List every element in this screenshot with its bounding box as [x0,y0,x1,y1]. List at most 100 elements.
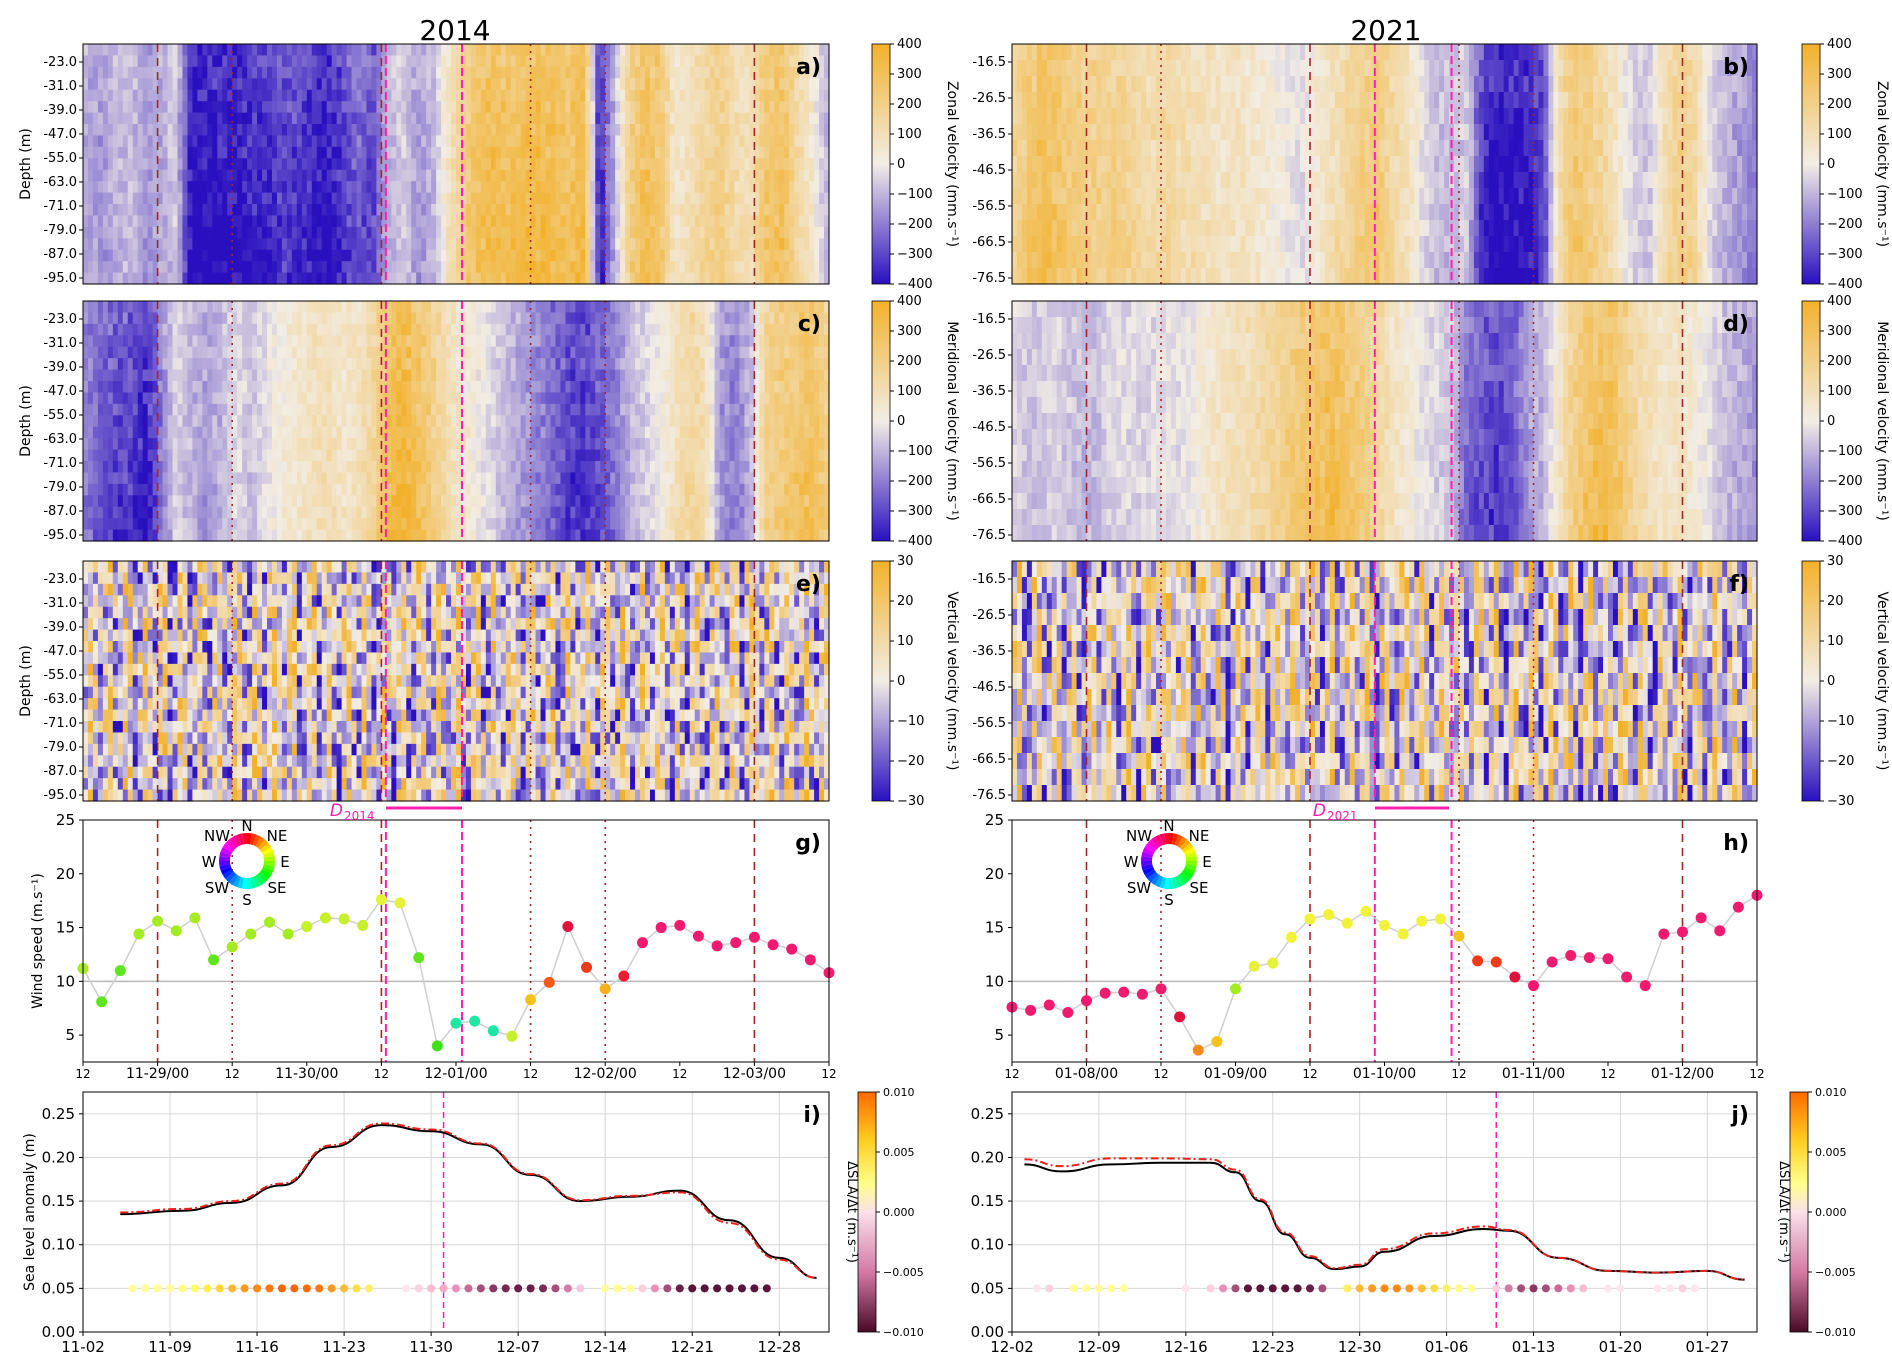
heatmap-cell [565,261,571,273]
heatmap-cell [1345,172,1351,189]
heatmap-cell [163,215,169,227]
heatmap-cell [1226,188,1232,205]
heatmap-cell [476,158,482,170]
heatmap-cell [585,101,591,113]
heatmap-cell [764,101,770,113]
heatmap-cell [466,204,472,216]
heatmap-cell [1280,124,1286,141]
heatmap-cell [640,170,646,182]
heatmap-cell [1161,252,1167,269]
heatmap-cell [804,101,810,113]
heatmap-cell [456,124,462,136]
heatmap-cell [1260,204,1266,221]
heatmap-cell [1285,252,1291,269]
heatmap-cell [496,124,502,136]
heatmap-cell [312,227,318,239]
heatmap-cell [1365,268,1371,285]
heatmap-cell [177,181,183,193]
heatmap-cell [207,67,213,79]
heatmap-cell [1360,92,1366,109]
heatmap-cell [610,273,616,285]
heatmap-cell [322,124,328,136]
heatmap-cell [1504,188,1510,205]
heatmap-cell [1285,156,1291,173]
heatmap-cell [645,55,651,67]
heatmap-cell [1201,76,1207,93]
heatmap-cell [471,250,477,262]
heatmap-cell [421,261,427,273]
heatmap-cell [441,170,447,182]
heatmap-cell [1057,204,1063,221]
heatmap-cell [546,78,552,90]
heatmap-cell [560,147,566,159]
heatmap-cell [546,181,552,193]
heatmap-cell [337,158,343,170]
heatmap-cell [371,124,377,136]
heatmap-cell [1290,76,1296,93]
heatmap-cell [411,78,417,90]
heatmap-cell [700,78,706,90]
heatmap-cell [531,135,537,147]
heatmap-cell [143,124,149,136]
heatmap-cell [1434,172,1440,189]
heatmap-cell [1027,108,1033,125]
heatmap-cell [431,193,437,205]
heatmap-cell [700,101,706,113]
heatmap-cell [182,101,188,113]
heatmap-cell [257,113,263,125]
heatmap-cell [1096,156,1102,173]
heatmap-cell [516,238,522,250]
heatmap-cell [247,135,253,147]
heatmap-cell [426,204,432,216]
heatmap-cell [207,273,213,285]
heatmap-cell [575,55,581,67]
heatmap-cell [759,113,765,125]
heatmap-cell [441,78,447,90]
heatmap-cell [93,170,99,182]
heatmap-cell [675,78,681,90]
heatmap-cell [536,273,542,285]
heatmap-cell [1057,268,1063,285]
heatmap-cell [93,181,99,193]
heatmap-cell [789,124,795,136]
heatmap-cell [1424,60,1430,77]
heatmap-cell [352,101,358,113]
heatmap-cell [426,181,432,193]
heatmap-cell [725,113,731,125]
heatmap-cell [1325,220,1331,237]
heatmap-cell [1136,92,1142,109]
heatmap-cell [1583,252,1589,269]
heatmap-cell [173,238,179,250]
heatmap-cell [710,135,716,147]
heatmap-cell [197,250,203,262]
heatmap-cell [804,204,810,216]
heatmap-cell [1231,108,1237,125]
heatmap-cell [1578,172,1584,189]
heatmap-cell [362,135,368,147]
heatmap-cell [1310,236,1316,253]
heatmap-cell [570,273,576,285]
heatmap-cell [1553,172,1559,189]
heatmap-cell [466,170,472,182]
heatmap-cell [327,273,333,285]
heatmap-cell [237,238,243,250]
heatmap-cell [1389,204,1395,221]
heatmap-cell [1245,76,1251,93]
heatmap-cell [1166,124,1172,141]
heatmap-cell [799,170,805,182]
heatmap-cell [1598,188,1604,205]
heatmap-cell [754,135,760,147]
heatmap-cell [1534,124,1540,141]
heatmap-cell [655,227,661,239]
heatmap-cell [93,67,99,79]
heatmap-cell [1131,60,1137,77]
heatmap-cell [1166,108,1172,125]
heatmap-cell [1588,204,1594,221]
heatmap-cell [1191,124,1197,141]
heatmap-cell [1350,220,1356,237]
heatmap-cell [173,261,179,273]
heatmap-cell [1250,156,1256,173]
heatmap-cell [1469,108,1475,125]
heatmap-cell [108,44,114,56]
heatmap-cell [133,227,139,239]
